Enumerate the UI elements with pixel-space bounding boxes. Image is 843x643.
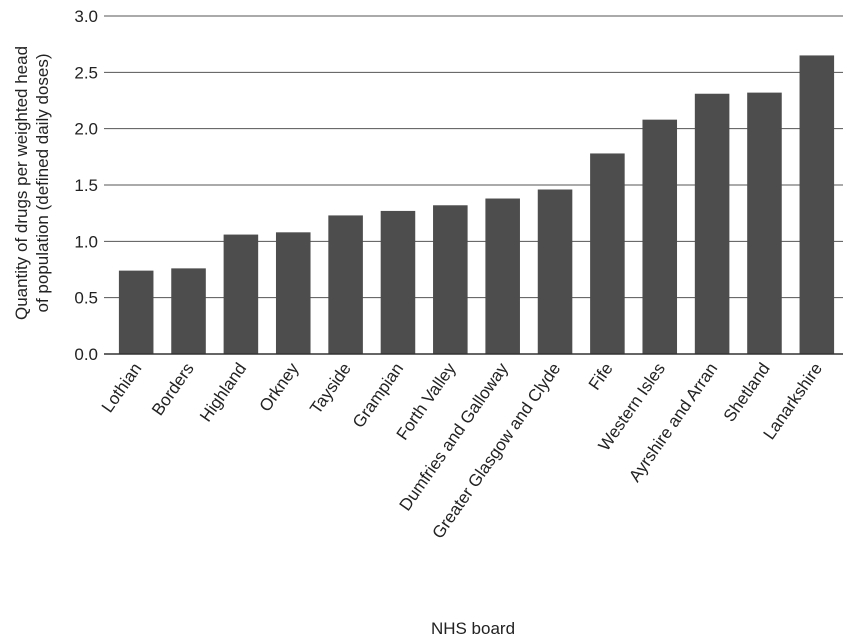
y-tick-label: 0.0 (74, 345, 98, 364)
bar-fife (590, 153, 625, 354)
x-tick-label: Grampian (349, 359, 407, 431)
bar-dumfries-and-galloway (485, 198, 520, 354)
bars (118, 55, 835, 355)
x-tick-label: Orkney (256, 359, 303, 415)
bar-grampian (380, 210, 416, 354)
y-tick-label: 2.0 (74, 120, 98, 139)
x-tick-label: Highland (196, 359, 250, 425)
y-tick-label: 3.0 (74, 7, 98, 26)
y-axis-title-line-2: of population (defined daily doses) (33, 54, 52, 313)
bar-borders (171, 268, 206, 354)
bar-lothian (118, 270, 154, 354)
bar-orkney (275, 232, 311, 354)
x-tick-label: Shetland (720, 359, 774, 425)
y-tick-label: 1.0 (74, 232, 98, 251)
y-tick-label: 1.5 (74, 176, 98, 195)
y-axis-title-line-1: Quantity of drugs per weighted head (12, 46, 31, 320)
bar-tayside (328, 215, 363, 354)
bar-forth-valley (433, 205, 468, 354)
x-axis-title: NHS board (431, 619, 515, 638)
gridlines (104, 15, 843, 299)
bar-highland (223, 234, 259, 354)
y-tick-labels: 0.0 0.5 1.0 1.5 2.0 2.5 3.0 (74, 7, 98, 364)
bar-shetland (747, 92, 782, 354)
x-tick-label: Fife (585, 359, 617, 393)
bar-lanarkshire (799, 55, 835, 354)
y-tick-label: 2.5 (74, 63, 98, 82)
bar-western-isles (642, 119, 678, 354)
x-tick-label: Tayside (306, 359, 355, 417)
x-tick-label: Borders (148, 359, 198, 419)
bar-ayrshire-and-arran (694, 93, 730, 355)
y-tick-label: 0.5 (74, 289, 98, 308)
bar-greater-glasgow-and-clyde (537, 189, 573, 354)
x-tick-label: Lothian (98, 359, 146, 416)
